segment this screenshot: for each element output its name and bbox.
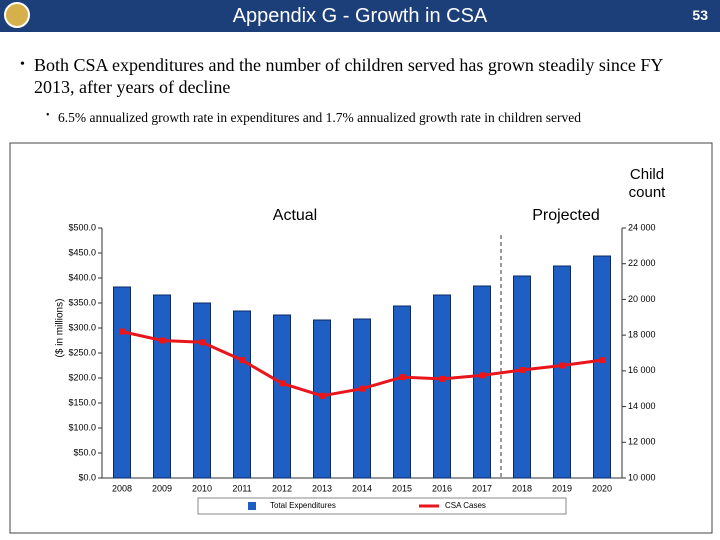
sub-bullet: 6.5% annualized growth rate in expenditu… — [46, 110, 581, 126]
x-tick-label: 2016 — [432, 483, 452, 493]
y-tick-label: $0.0 — [78, 472, 96, 482]
bar — [113, 286, 131, 479]
line-point — [399, 374, 405, 381]
y2-tick-label: 10 000 — [628, 472, 656, 482]
y2-title-box: Child count — [628, 166, 666, 201]
line-point — [439, 375, 445, 382]
y2-tick-label: 18 000 — [628, 330, 656, 340]
y-tick-label: $500.0 — [68, 222, 96, 232]
y-tick-label: $450.0 — [68, 247, 96, 257]
x-tick-label: 2020 — [592, 483, 612, 493]
x-tick-label: 2010 — [192, 483, 212, 493]
bar — [313, 319, 331, 479]
bar — [393, 305, 411, 479]
line-point — [119, 328, 125, 335]
line-point — [279, 380, 285, 387]
y-tick-label: $350.0 — [68, 297, 96, 307]
y-tick-label: $200.0 — [68, 372, 96, 382]
y2-tick-label: 24 000 — [628, 222, 656, 232]
x-tick-label: 2012 — [272, 483, 292, 493]
y-axis-title: ($ in millions) — [55, 299, 66, 358]
y-tick-label: $150.0 — [68, 397, 96, 407]
bar — [433, 294, 451, 479]
actual-label: Actual — [273, 207, 317, 224]
slide-title: Appendix G - Growth in CSA — [232, 5, 488, 27]
y-tick-label: $100.0 — [68, 422, 96, 432]
logo — [4, 2, 30, 28]
line-point — [359, 385, 365, 392]
projected-label: Projected — [532, 207, 600, 224]
bar — [593, 255, 611, 479]
y-tick-label: $50.0 — [73, 447, 96, 457]
y2-title: Child count — [628, 166, 666, 201]
x-tick-label: 2013 — [312, 483, 332, 493]
y2-tick-label: 12 000 — [628, 437, 656, 447]
x-tick-label: 2011 — [232, 483, 251, 493]
line-point — [159, 337, 165, 344]
x-tick-label: 2017 — [472, 483, 492, 493]
x-tick-label: 2009 — [152, 483, 172, 493]
legend-label: Total Expenditures — [270, 501, 336, 510]
line-point — [319, 392, 325, 399]
bar — [233, 310, 251, 479]
bar — [473, 285, 491, 479]
page-number: 53 — [692, 7, 708, 23]
line-point — [599, 357, 605, 364]
bar — [513, 275, 531, 479]
header-bar: Appendix G - Growth in CSA 53 — [0, 0, 720, 32]
x-tick-label: 2008 — [112, 483, 132, 493]
legend-box — [197, 497, 567, 515]
bar — [553, 265, 571, 479]
y2-tick-label: 20 000 — [628, 294, 656, 304]
line-point — [519, 366, 525, 373]
bar — [353, 318, 371, 479]
y2-tick-label: 22 000 — [628, 258, 656, 268]
y-tick-label: $300.0 — [68, 322, 96, 332]
x-tick-label: 2014 — [352, 483, 372, 493]
y-tick-label: $400.0 — [68, 272, 96, 282]
x-tick-label: 2018 — [512, 483, 532, 493]
bar — [193, 302, 211, 479]
line-point — [239, 357, 245, 364]
x-tick-label: 2019 — [552, 483, 572, 493]
y2-tick-label: 14 000 — [628, 401, 656, 411]
y-tick-label: $250.0 — [68, 347, 96, 357]
legend-label: CSA Cases — [445, 501, 486, 510]
line-point — [559, 362, 565, 369]
bar — [273, 314, 291, 479]
x-tick-label: 2015 — [392, 483, 412, 493]
y2-tick-label: 16 000 — [628, 365, 656, 375]
bar — [153, 294, 171, 479]
line-point — [199, 339, 205, 346]
line-point — [479, 372, 485, 379]
legend-swatch — [248, 502, 256, 510]
bullet: Both CSA expenditures and the number of … — [20, 54, 694, 98]
